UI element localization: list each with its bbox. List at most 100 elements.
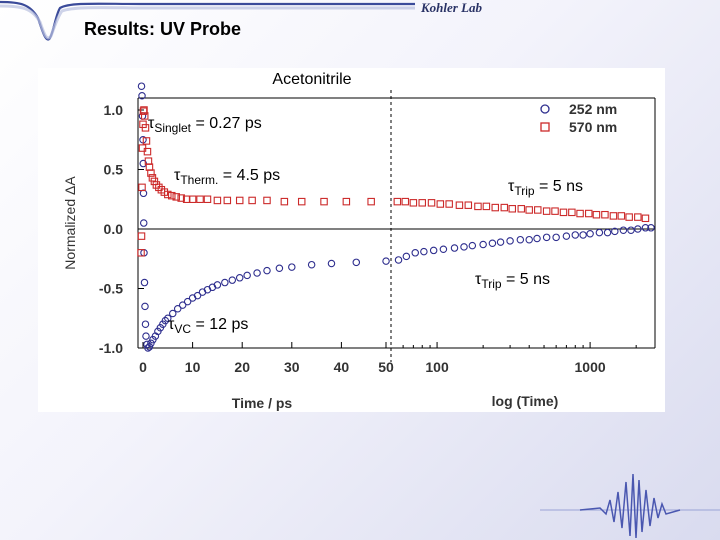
annotation-tau-trip-upper: τTrip = 5 ns <box>508 178 583 198</box>
x-tick-label: 40 <box>334 359 350 375</box>
laser-pulse-graphic <box>540 473 720 539</box>
data-point-570 <box>617 212 626 220</box>
data-point-252 <box>429 246 438 255</box>
data-point-252 <box>327 259 336 268</box>
data-point-570 <box>213 196 222 205</box>
data-point-570 <box>641 214 650 223</box>
data-point-252 <box>382 257 390 265</box>
y-tick-label: 0.5 <box>104 162 124 178</box>
data-point-570 <box>568 208 576 217</box>
data-point-252 <box>611 227 619 236</box>
data-point-570 <box>141 124 150 132</box>
chart-panel: 1.0 0.5 0.0 -0.5 -1.0 0 10 20 30 40 50 100 1000 Ace… <box>38 68 665 412</box>
data-point-570 <box>592 210 601 219</box>
data-point-570 <box>367 197 375 206</box>
data-point-252 <box>402 252 411 261</box>
data-point-570 <box>436 200 445 208</box>
annotation-tau-trip-lower-sub: Trip <box>481 277 502 291</box>
plot-frame <box>137 97 656 349</box>
legend-label-252: 252 nm <box>569 101 617 117</box>
annotation-tau-vc-value: = 12 ps <box>191 316 248 333</box>
data-point-252 <box>552 233 560 242</box>
data-point-252 <box>228 276 237 284</box>
data-point-570 <box>500 203 509 212</box>
data-point-252 <box>138 91 146 100</box>
data-point-570 <box>203 195 212 204</box>
x-tick-label: 1000 <box>575 359 606 375</box>
data-point-570 <box>223 196 232 205</box>
data-point-252 <box>169 309 177 318</box>
chart-svg: 1.0 0.5 0.0 -0.5 -1.0 0 10 20 30 40 50 100 1000 Ace… <box>62 71 656 411</box>
data-point-570 <box>634 213 642 221</box>
y-tick-label: -1.0 <box>99 340 123 356</box>
data-point-252 <box>641 224 650 232</box>
x-tick-label: 20 <box>234 359 250 375</box>
data-point-570 <box>235 196 244 205</box>
data-point-570 <box>508 205 517 213</box>
data-point-570 <box>491 203 500 212</box>
y-tick-label: 0.0 <box>104 221 124 237</box>
data-point-252 <box>235 274 244 282</box>
x-tick-label: 30 <box>284 359 300 375</box>
data-point-570 <box>172 193 180 201</box>
x-axis-label-linear: Time / ps <box>232 395 293 411</box>
data-point-570 <box>320 197 328 206</box>
annotation-tau-trip-upper-symbol: τ <box>508 178 515 195</box>
data-point-252 <box>139 219 148 227</box>
data-point-252 <box>439 245 448 253</box>
data-point-570 <box>138 183 146 192</box>
data-point-570 <box>248 196 256 205</box>
annotation-tau-vc-sub: VC <box>174 322 191 336</box>
data-point-570 <box>142 137 151 145</box>
y-tick-label: -0.5 <box>99 281 123 297</box>
annotation-tau-vc: τVC = 12 ps <box>168 316 248 336</box>
data-point-570 <box>445 200 453 208</box>
lab-logo: Kohler Lab <box>421 0 483 15</box>
data-point-570 <box>297 197 306 206</box>
data-point-252 <box>394 256 403 264</box>
data-point-252 <box>193 291 202 300</box>
data-point-252 <box>221 278 229 287</box>
data-point-252 <box>579 231 587 239</box>
data-point-252 <box>263 266 271 275</box>
data-point-570 <box>534 206 542 214</box>
data-point-570 <box>177 194 185 202</box>
data-point-252 <box>253 269 261 277</box>
series-570-nm <box>137 106 650 257</box>
data-point-252 <box>178 301 187 309</box>
data-point-252 <box>161 316 170 325</box>
data-point-252 <box>411 249 419 257</box>
x-axis-ticks: 0 10 20 30 40 50 100 1000 <box>139 342 637 375</box>
data-point-570 <box>418 199 426 207</box>
annotation-tau-singlet-symbol: τ <box>148 115 155 132</box>
y-tick-label: 1.0 <box>104 102 124 118</box>
data-point-570 <box>464 201 473 209</box>
data-point-570 <box>393 197 402 206</box>
data-point-252 <box>141 320 150 328</box>
data-point-252 <box>147 339 155 347</box>
annotation-tau-singlet-value: = 0.27 ps <box>191 115 262 132</box>
chart-title: Acetonitrile <box>272 71 351 88</box>
data-point-570 <box>140 112 149 120</box>
y-axis-label: Normalized ΔA <box>62 176 78 270</box>
annotation-tau-singlet: τSinglet = 0.27 ps <box>148 115 262 135</box>
data-point-252 <box>164 314 172 323</box>
legend-label-570: 570 nm <box>569 119 617 135</box>
data-point-252 <box>627 226 635 234</box>
annotation-tau-therm-symbol: τ <box>174 167 181 184</box>
legend: 252 nm 570 nm <box>540 101 617 135</box>
data-point-570 <box>342 197 351 206</box>
data-point-252 <box>488 239 497 248</box>
data-point-252 <box>460 243 468 251</box>
legend-marker-252 <box>540 104 550 114</box>
data-point-570 <box>196 195 204 204</box>
data-point-252 <box>647 224 655 232</box>
data-point-570 <box>482 202 491 211</box>
data-point-252 <box>586 230 594 238</box>
legend-marker-570 <box>540 122 550 132</box>
data-point-570 <box>147 169 155 177</box>
data-point-570 <box>152 181 161 189</box>
data-point-252 <box>145 343 154 351</box>
data-point-252 <box>141 302 149 311</box>
data-point-252 <box>450 244 459 252</box>
